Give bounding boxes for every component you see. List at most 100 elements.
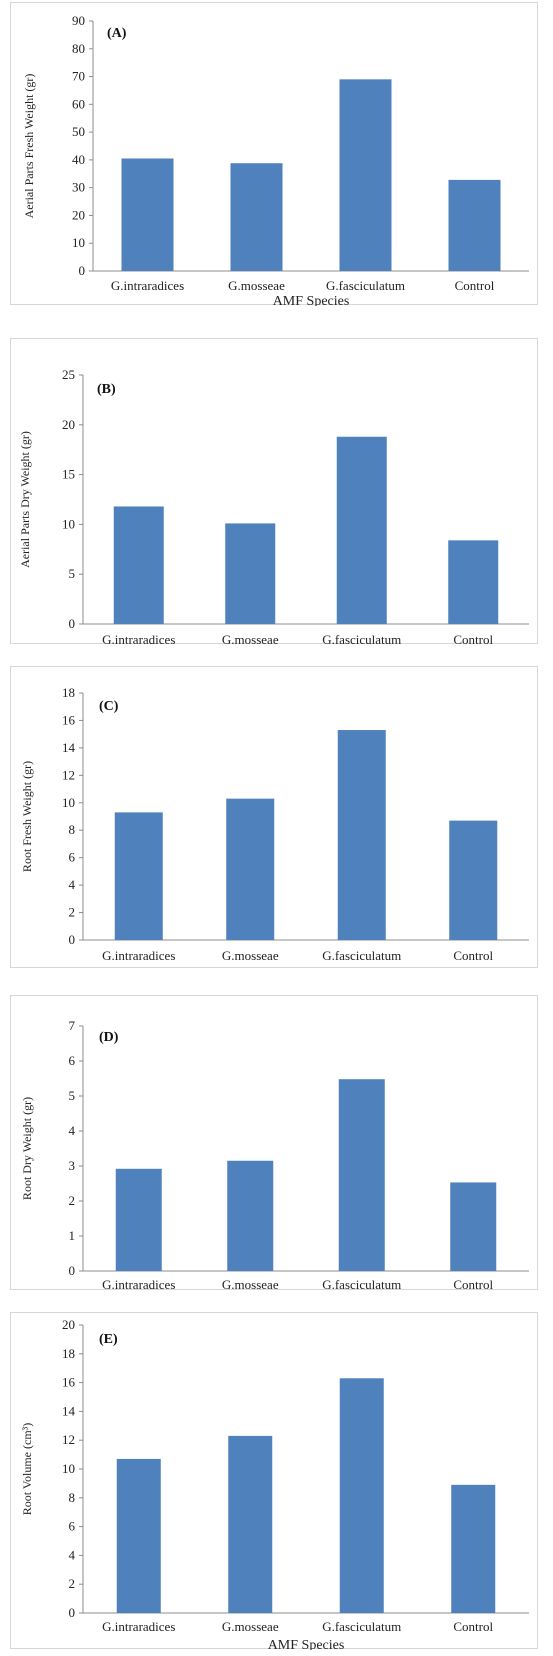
bar-4 [451,1484,496,1613]
x-category-label: G.fasciculatum [322,1277,401,1291]
panel-label: (A) [107,26,127,41]
y-tick-label: 10 [72,235,85,250]
x-category-label: G.intraradices [102,948,175,963]
bar-1 [113,506,164,624]
y-tick-label: 0 [79,263,86,278]
bar-1 [116,1458,161,1613]
y-tick-label: 90 [72,13,85,28]
x-category-label: G.fasciculatum [326,278,405,293]
x-category-label: G.intraradices [111,278,184,293]
y-tick-label: 5 [69,566,76,581]
bar-3 [337,730,386,940]
chart-svg: 0 2 4 6 8 10 12 14 16 18 G.intraradices G.mosseae G.… [20,685,529,984]
y-tick-label: 20 [62,417,75,432]
x-axis-label: AMF Species [268,1638,345,1650]
y-tick-label: 80 [72,41,85,56]
x-category-label: G.intraradices [102,1277,175,1291]
y-tick-label: 6 [69,850,76,865]
y-tick-label: 10 [62,795,75,810]
y-tick-label: 0 [69,1605,76,1620]
x-category-label: Control [453,1277,493,1291]
y-tick-label: 6 [69,1519,76,1534]
y-tick-label: 2 [69,905,76,920]
x-category-label: G.mosseae [222,948,279,963]
bar-1 [115,1168,162,1271]
bar-2 [230,163,283,271]
x-category-label: G.fasciculatum [322,948,401,963]
y-tick-label: 8 [69,1490,76,1505]
y-tick-label: 30 [72,180,85,195]
bar-2 [226,798,275,940]
chart-svg: 0 2 4 6 8 10 12 14 16 18 20 G.intraradices G.mosseae… [20,1317,529,1653]
y-tick-label: 60 [72,96,85,111]
y-axis-label: Root Dry Weight (gr) [20,1097,34,1200]
y-tick-label: 12 [62,1432,75,1447]
y-tick-label: 50 [72,124,85,139]
y-tick-label: 40 [72,152,85,167]
y-tick-label: 10 [62,1461,75,1476]
bar-1 [121,158,174,271]
y-tick-label: 8 [69,822,76,837]
panel-label: (E) [99,1332,118,1347]
x-category-label: G.mosseae [222,1619,279,1634]
y-tick-label: 5 [69,1088,76,1103]
x-category-label: G.fasciculatum [322,632,401,645]
y-tick-label: 4 [69,1123,76,1138]
chart-svg: 0 10 20 30 40 50 60 70 80 90 G.intraradices G.mosse… [22,13,529,309]
x-category-label: G.mosseae [222,632,279,645]
y-tick-label: 25 [62,367,75,382]
y-tick-label: 1 [69,1228,76,1243]
bar-2 [228,1435,273,1613]
y-tick-label: 10 [62,516,75,531]
chart-svg: 0 5 10 15 20 25 G.intraradices G.mosseae G.fasci… [18,367,529,661]
chart-panel-4: 0 1 2 3 4 5 6 7 G.intraradices G.mosseae G.fascicu… [10,995,538,1308]
y-tick-label: 12 [62,767,75,782]
y-tick-label: 20 [62,1317,75,1332]
y-tick-label: 7 [69,1018,76,1033]
chart-panel-5: 0 2 4 6 8 10 12 14 16 18 20 G.intraradices G.mosseae… [10,1312,538,1653]
y-tick-label: 6 [69,1053,76,1068]
chart-svg: 0 1 2 3 4 5 6 7 G.intraradices G.mosseae G.fascicu… [20,1018,529,1308]
y-tick-label: 4 [69,1547,76,1562]
y-axis-label: Aerial Parts Dry Weight (gr) [18,431,32,568]
y-tick-label: 0 [69,616,76,631]
y-tick-label: 15 [62,467,75,482]
bar-4 [448,540,499,624]
y-axis-label: Aerial Parts Fresh Weight (gr) [22,74,36,219]
bar-3 [336,436,387,624]
bar-4 [449,820,498,940]
y-tick-label: 18 [62,685,75,700]
x-category-label: G.intraradices [102,632,175,645]
x-category-label: Control [453,948,493,963]
y-tick-label: 14 [62,740,76,755]
y-tick-label: 70 [72,69,85,84]
y-tick-label: 0 [69,1263,76,1278]
y-tick-label: 16 [62,1375,76,1390]
y-tick-label: 14 [62,1403,76,1418]
x-axis-label: AMF Species [273,294,350,306]
y-tick-label: 4 [69,877,76,892]
chart-panel-1: 0 10 20 30 40 50 60 70 80 90 G.intraradices G.mosse… [10,2,538,309]
bar-2 [225,523,276,624]
y-tick-label: 2 [69,1193,76,1208]
y-tick-label: 18 [62,1346,75,1361]
x-category-label: Control [455,278,495,293]
x-category-label: G.mosseae [222,1277,279,1291]
x-category-label: Control [453,632,493,645]
y-tick-label: 2 [69,1576,76,1591]
bar-3 [338,1079,385,1271]
bar-2 [227,1160,274,1271]
x-category-label: G.mosseae [228,278,285,293]
y-tick-label: 20 [72,207,85,222]
panel-label: (B) [97,382,116,397]
bar-3 [339,1378,384,1613]
x-category-label: G.fasciculatum [322,1619,401,1634]
panel-label: (C) [99,699,119,714]
bar-4 [450,1182,497,1271]
bar-4 [448,179,501,271]
y-tick-label: 0 [69,932,76,947]
y-tick-label: 16 [62,712,76,727]
chart-panel-3: 0 2 4 6 8 10 12 14 16 18 G.intraradices G.mosseae G.… [10,666,538,984]
panel-label: (D) [99,1030,119,1045]
bar-3 [339,79,392,271]
